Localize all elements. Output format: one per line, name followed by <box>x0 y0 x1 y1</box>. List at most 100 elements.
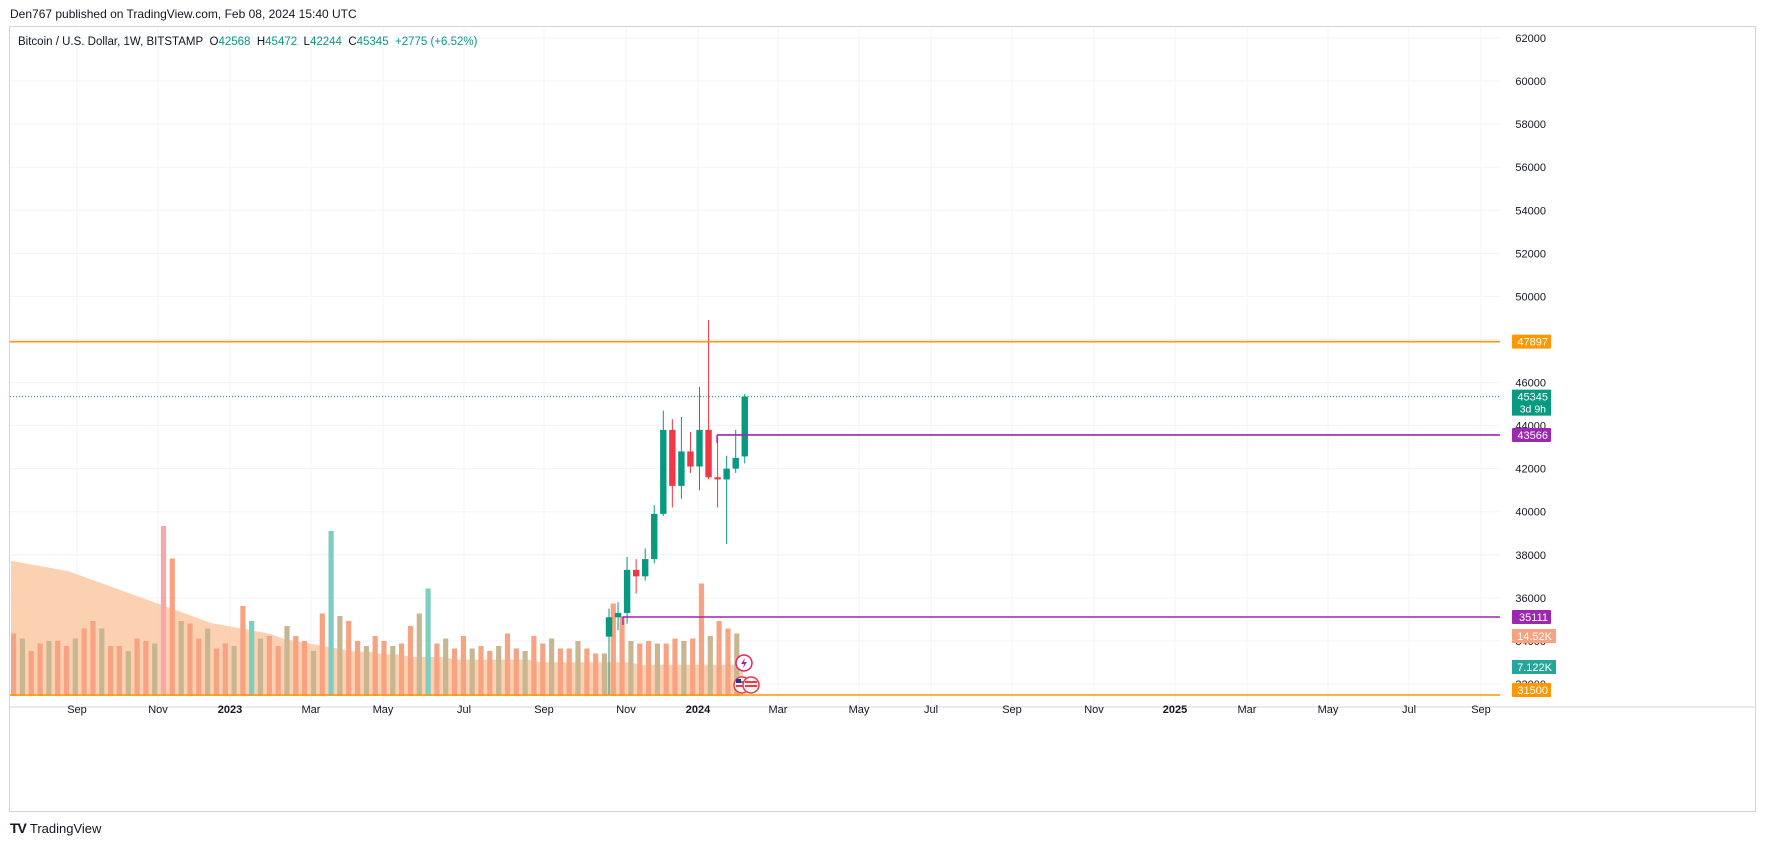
x-tick-label: Nov <box>1084 704 1104 716</box>
volume-bar <box>522 651 528 696</box>
volume-bar <box>637 643 643 696</box>
volume-bar <box>46 641 52 696</box>
x-tick-label: Jul <box>924 704 938 716</box>
legend-high-key: H <box>256 36 266 48</box>
candle-body <box>714 477 721 480</box>
volume-bar <box>28 651 34 696</box>
x-tick-label: Jul <box>457 704 471 716</box>
volume-bar <box>99 628 105 696</box>
candle-body <box>687 451 694 467</box>
volume-bar <box>725 628 731 696</box>
candle <box>660 410 667 517</box>
volume-bar <box>478 646 484 696</box>
candle-body <box>651 513 658 560</box>
volume-bar <box>540 643 546 696</box>
volume-bar <box>55 641 61 696</box>
price-badge-47897-box <box>1512 334 1551 349</box>
volume-bar <box>81 628 87 696</box>
x-tick-label: 2023 <box>218 704 242 716</box>
volume-bar <box>654 643 660 696</box>
candle-body <box>642 559 649 577</box>
y-tick-label: 58000 <box>1515 119 1546 131</box>
candle <box>714 436 721 508</box>
legend-open-key: O <box>209 36 219 48</box>
volume-bar <box>319 613 325 696</box>
y-tick-label: 40000 <box>1515 507 1546 519</box>
candle-body <box>705 429 712 478</box>
x-tick-label: Sep <box>67 704 87 716</box>
price-badge-35111-text: 35111 <box>1519 612 1548 624</box>
publish-info: Den767 published on TradingView.com, Feb… <box>10 7 357 21</box>
volume-bar <box>72 638 78 696</box>
volume-bar <box>513 648 519 696</box>
tradingview-logo-icon: TV <box>10 820 27 836</box>
volume-bar <box>593 653 599 696</box>
volume-bar <box>355 641 361 696</box>
candle-body <box>678 451 685 486</box>
x-tick-label: 2025 <box>1163 704 1187 716</box>
candle <box>642 548 649 581</box>
volume-bar <box>416 613 422 696</box>
volume-bar <box>63 646 70 696</box>
candle-body <box>605 617 613 637</box>
tradingview-footer[interactable]: TV TradingView <box>10 820 101 836</box>
volume-bar <box>672 638 678 696</box>
volume-bar <box>690 638 696 696</box>
x-tick-label: May <box>373 704 394 716</box>
candle <box>705 320 712 480</box>
volume-bar <box>143 641 149 696</box>
y-tick-label: 50000 <box>1515 291 1546 303</box>
volume-bar <box>452 648 458 696</box>
price-badge-47897-text: 47897 <box>1517 337 1548 349</box>
candle-body <box>696 429 703 467</box>
volume-bar <box>469 648 475 696</box>
price-chart[interactable]: 6200060000580005600054000520005000048000… <box>10 27 1756 812</box>
candle <box>687 432 694 473</box>
volume-bar <box>240 606 246 696</box>
legend-low-key: L <box>303 36 310 48</box>
volume-bar <box>407 626 414 696</box>
chart-pane[interactable]: 6200060000580005600054000520005000048000… <box>9 26 1756 812</box>
volume-bar <box>663 643 669 696</box>
countdown-text: 3d 9h <box>1520 404 1546 416</box>
volume-bar <box>205 628 211 696</box>
volume-bar <box>399 643 405 696</box>
volume-bar <box>681 641 687 696</box>
volume-bar <box>716 621 722 696</box>
y-tick-label: 60000 <box>1515 76 1546 88</box>
volume-bar <box>213 648 219 696</box>
volume-bar <box>487 651 493 696</box>
candle <box>678 416 685 499</box>
x-tick-label: Nov <box>148 704 168 716</box>
volume-bar <box>310 651 317 696</box>
volume-bar <box>346 621 352 696</box>
volume-badge-box <box>1512 629 1556 643</box>
legend-change: +2775 (+6.52%) <box>395 36 478 48</box>
volume-bar <box>178 621 184 696</box>
y-tick-label: 36000 <box>1515 593 1546 605</box>
candle <box>723 455 730 545</box>
candle-body <box>723 468 730 480</box>
volume-bar <box>90 621 96 696</box>
volume-bar <box>222 643 228 696</box>
candle <box>623 556 631 624</box>
price-badge-31500-box <box>1512 683 1551 697</box>
x-tick-label: May <box>849 704 870 716</box>
candle <box>669 419 676 508</box>
legend-close-key: C <box>348 36 357 48</box>
candle-body <box>732 457 739 469</box>
volume-bar <box>169 558 175 696</box>
volume-bar <box>284 626 290 696</box>
volume-bar <box>363 646 369 696</box>
candle-body <box>669 429 676 486</box>
price-badge-35111-box <box>1512 610 1551 625</box>
last-price-box <box>1512 389 1551 416</box>
price-badge-31500-text: 31500 <box>1517 685 1548 697</box>
volume-bar <box>619 616 625 696</box>
volume-bar <box>187 623 193 696</box>
volume-badge: 14.52K <box>1512 629 1556 643</box>
price-badge-43566-box <box>1512 427 1551 442</box>
x-tick-label: 2024 <box>686 704 711 716</box>
volume-bar <box>372 636 378 696</box>
